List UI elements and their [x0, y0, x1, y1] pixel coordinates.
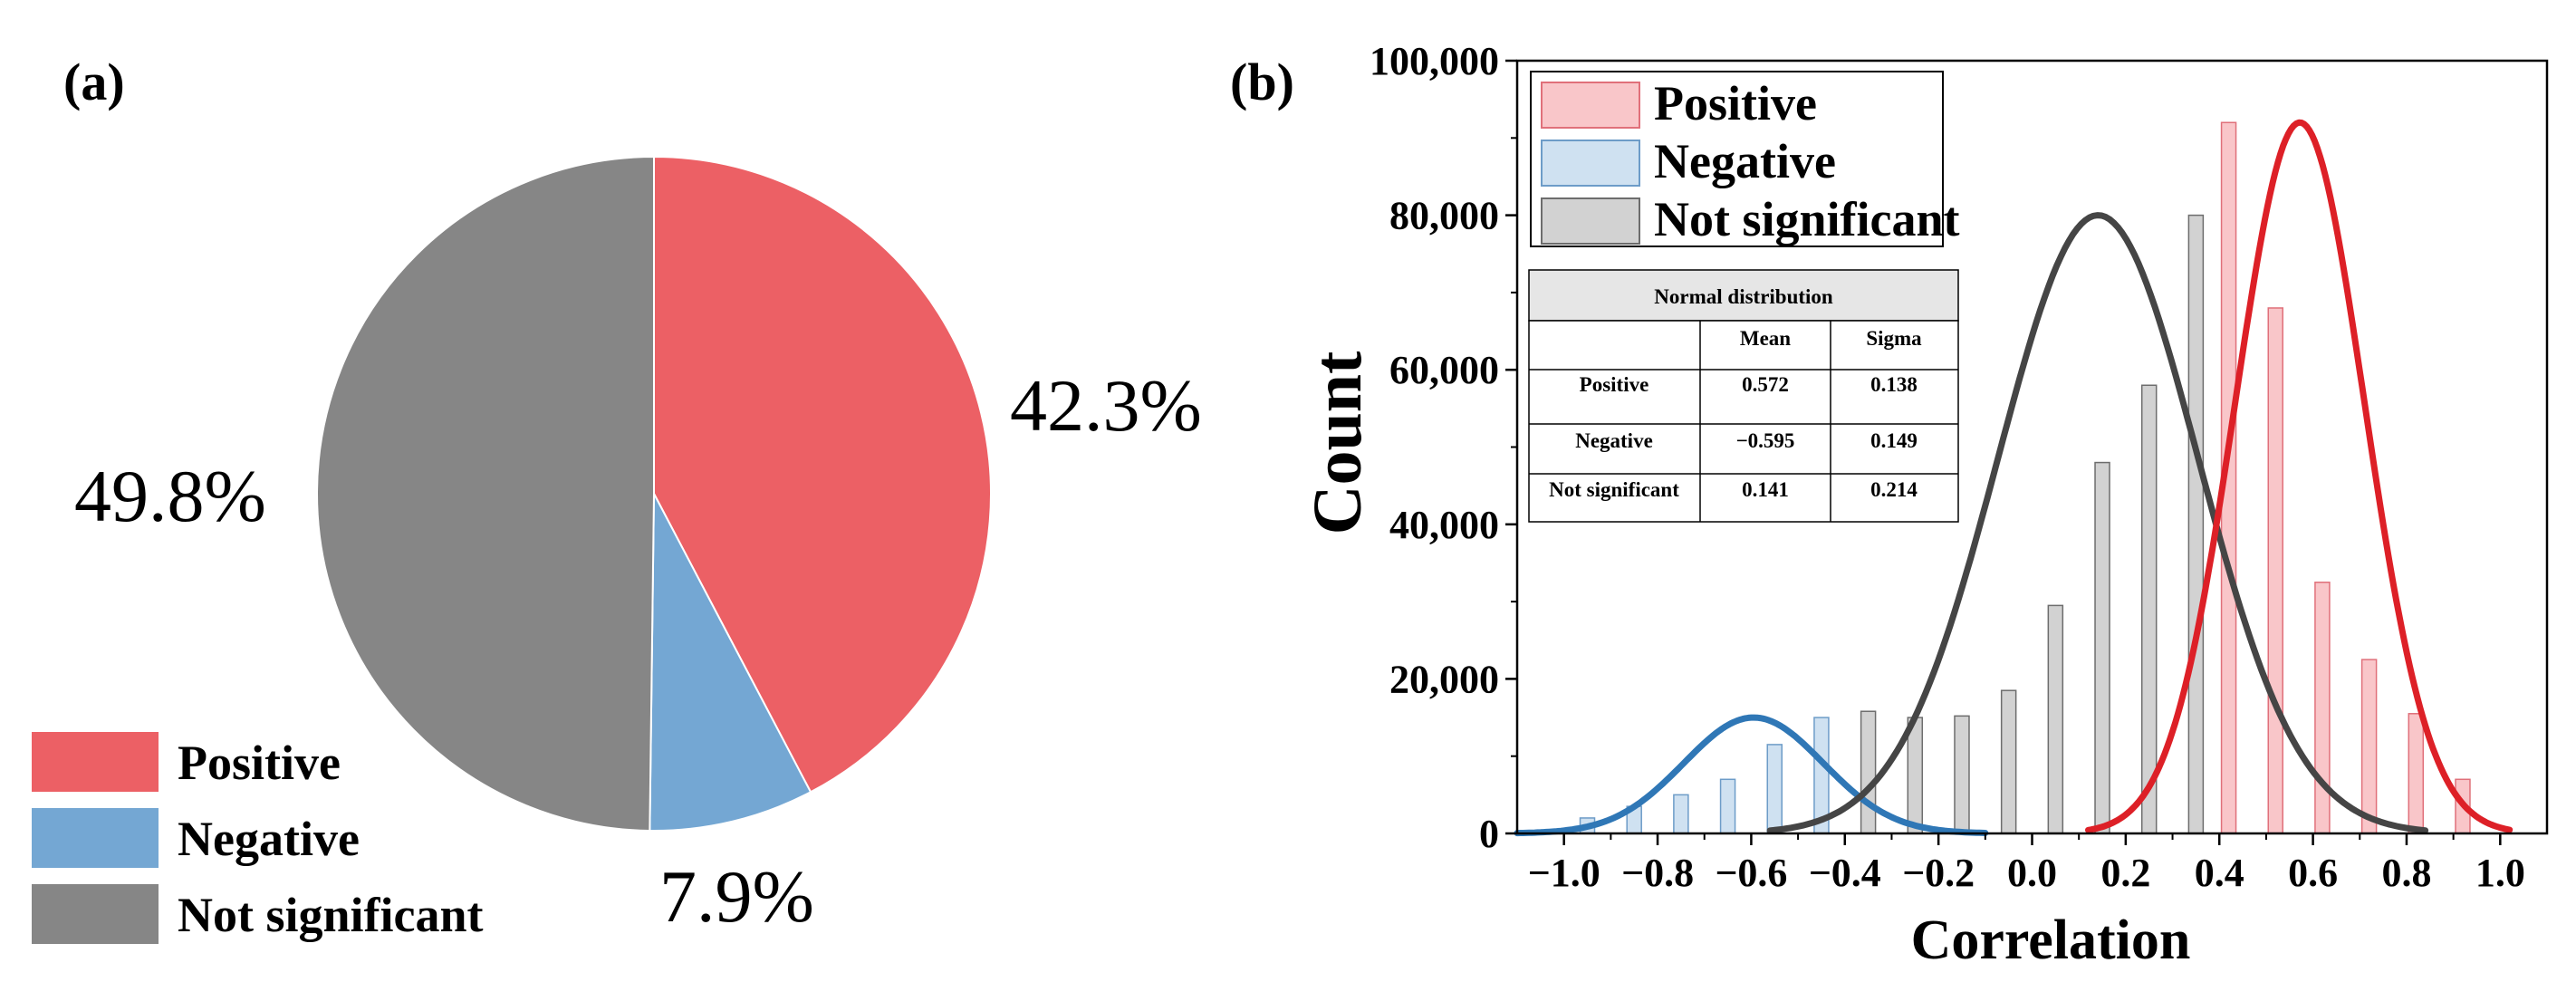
bar-not-significant — [2000, 689, 2017, 834]
table-header-mean: Mean — [1740, 327, 1791, 350]
pie-slice-positive — [653, 155, 992, 794]
normal-distribution-table: Normal distribution Mean Sigma Positive … — [1528, 269, 1959, 523]
table-title: Normal distribution — [1654, 285, 1833, 308]
bar-not-significant — [2187, 214, 2205, 834]
bar-not-significant — [2140, 384, 2158, 834]
pie-legend-positive: Positive — [178, 736, 341, 790]
bar-negative — [1673, 794, 1689, 834]
histogram-legend-positive: Positive — [1654, 76, 1817, 130]
curve-negative — [1514, 714, 1989, 837]
bar-not-significant — [2094, 461, 2110, 834]
y-tick-label: 0 — [1479, 812, 1499, 856]
table-cell-mean: 0.141 — [1742, 478, 1789, 501]
table-title-cell — [1528, 269, 1959, 322]
pie-legend-swatch-negative — [32, 808, 159, 868]
x-tick-label: −1.0 — [1528, 851, 1600, 895]
table-cell-sigma: 0.149 — [1870, 429, 1918, 452]
y-tick-label: 100,000 — [1370, 39, 1499, 83]
x-tick-label: 0.8 — [2381, 851, 2431, 895]
panel-b-label: (b) — [1230, 53, 1294, 111]
histogram-legend-negative: Negative — [1654, 134, 1836, 188]
bar-not-significant — [2047, 604, 2064, 834]
x-tick-label: −0.6 — [1715, 851, 1787, 895]
bar-positive — [2267, 307, 2283, 834]
bar-positive — [2360, 659, 2378, 834]
pie-legend-negative: Negative — [178, 812, 360, 866]
table-row-label: Positive — [1580, 373, 1649, 396]
table-row-label: Negative — [1575, 429, 1653, 452]
y-tick-label: 20,000 — [1389, 657, 1499, 701]
table-header-sigma: Sigma — [1866, 327, 1922, 350]
x-tick-label: 0.4 — [2195, 851, 2244, 895]
bar-not-significant — [1860, 710, 1877, 834]
histogram-legend-swatch-negative — [1541, 140, 1640, 187]
normal-curves — [1514, 119, 2514, 837]
histogram-axes: −1.0 −0.8 −0.6 −0.4 −0.2 0.0 0.2 0.4 0.6 0.8 1.0 0 2… — [1370, 39, 2549, 895]
table-row-label: Not significant — [1549, 478, 1679, 501]
histogram-legend: Positive Negative Not significant — [1530, 71, 1960, 247]
pie-legend-swatch-positive — [32, 732, 159, 792]
y-tick-label: 60,000 — [1389, 348, 1499, 392]
histogram-legend-swatch-positive — [1541, 82, 1640, 129]
x-tick-label: 0.6 — [2288, 851, 2338, 895]
pie-legend: Positive Negative Not significant — [32, 732, 484, 944]
table-cell-sigma: 0.138 — [1870, 373, 1918, 396]
bar-not-significant — [1907, 717, 1924, 834]
bar-negative — [1766, 744, 1783, 834]
histogram-legend-not-significant: Not significant — [1654, 192, 1960, 246]
curve-positive — [2085, 119, 2514, 833]
pie-slice-negative — [649, 493, 812, 832]
table-cell-mean: 0.572 — [1742, 373, 1789, 396]
pie-label-negative: 7.9% — [659, 855, 814, 938]
panel-a-label: (a) — [63, 53, 125, 111]
pie-legend-swatch-not-significant — [32, 884, 159, 944]
pie-slice-not-significant — [316, 155, 655, 832]
x-tick-label: −0.2 — [1902, 851, 1975, 895]
x-tick-label: 1.0 — [2475, 851, 2525, 895]
bar-positive — [2408, 713, 2425, 834]
x-tick-label: 0.0 — [2007, 851, 2057, 895]
y-axis-title: Count — [1300, 351, 1376, 535]
x-axis-title: Correlation — [1911, 910, 2191, 971]
curve-not-significant — [1766, 212, 2429, 834]
y-tick-label: 80,000 — [1389, 194, 1499, 238]
bar-negative — [1719, 778, 1736, 834]
x-tick-label: −0.8 — [1621, 851, 1694, 895]
table-body — [1528, 320, 1959, 523]
pie-label-positive: 42.3% — [1010, 364, 1202, 447]
histogram-legend-swatch-not-significant — [1541, 197, 1640, 245]
table-cell-sigma: 0.214 — [1870, 478, 1918, 501]
pie-label-not-significant: 49.8% — [74, 455, 266, 537]
table-cell-mean: −0.595 — [1736, 429, 1795, 452]
pie-chart — [316, 155, 992, 832]
bar-not-significant — [1954, 715, 1970, 834]
x-tick-label: 0.2 — [2100, 851, 2150, 895]
x-tick-label: −0.4 — [1809, 851, 1881, 895]
bar-positive — [2314, 582, 2331, 834]
y-tick-label: 40,000 — [1389, 503, 1499, 547]
pie-legend-not-significant: Not significant — [178, 888, 484, 942]
